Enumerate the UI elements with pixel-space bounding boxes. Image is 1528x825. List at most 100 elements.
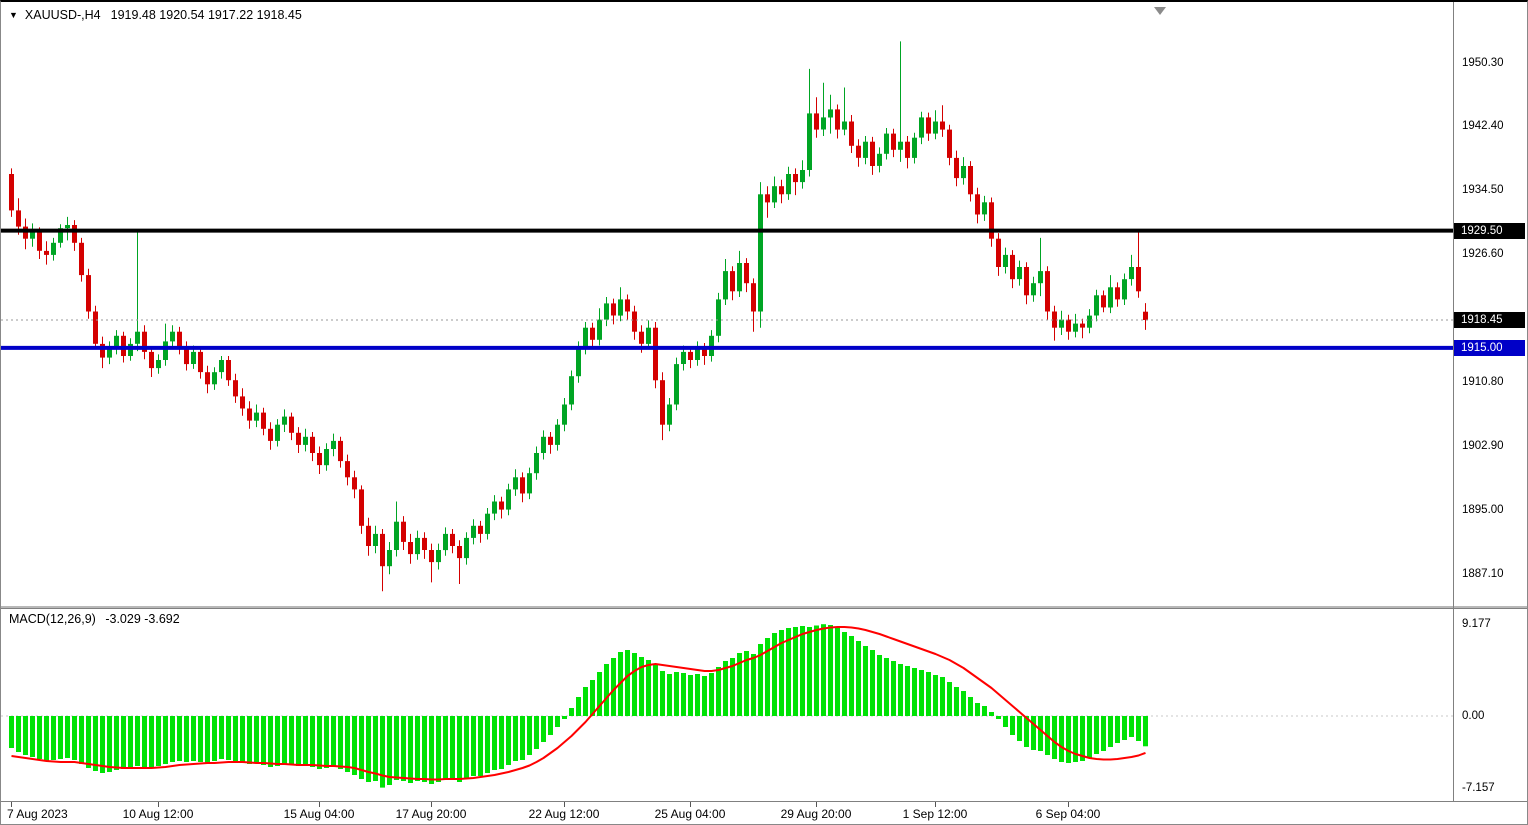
candle-body — [716, 299, 721, 336]
candle-body — [772, 186, 777, 203]
macd-histogram-bar — [716, 667, 721, 716]
macd-histogram-bar — [905, 666, 910, 716]
candle-body — [681, 351, 686, 364]
macd-histogram-bar — [541, 716, 546, 742]
candle-body — [877, 153, 882, 166]
candle-body — [604, 303, 609, 320]
macd-histogram-bar — [177, 716, 182, 761]
macd-histogram-bar — [23, 716, 28, 755]
candle-body — [1073, 323, 1078, 332]
macd-histogram-bar — [492, 716, 497, 770]
macd-histogram-bar — [611, 658, 616, 716]
macd-histogram-bar — [653, 665, 658, 716]
macd-histogram-bar — [996, 716, 1001, 719]
macd-histogram-bar — [968, 697, 973, 716]
macd-histogram-bar — [793, 627, 798, 716]
macd-histogram-bar — [898, 664, 903, 716]
candle-body — [1045, 271, 1050, 312]
macd-histogram-bar — [289, 716, 294, 765]
candle-body — [947, 129, 952, 158]
candle-body — [352, 477, 357, 490]
candle-body — [233, 380, 238, 397]
candle-body — [436, 550, 441, 563]
candle-body — [149, 351, 154, 369]
macd-histogram-bar — [1073, 716, 1078, 762]
candle-body — [534, 453, 539, 474]
macd-histogram-bar — [597, 672, 602, 716]
candle-body — [380, 533, 385, 567]
candle-body — [163, 341, 168, 360]
candle-body — [387, 550, 392, 567]
candle-body — [275, 424, 280, 441]
macd-histogram-bar — [198, 716, 203, 762]
candle-body — [996, 238, 1001, 267]
macd-histogram-bar — [758, 644, 763, 716]
time-axis-label: 25 Aug 04:00 — [654, 807, 726, 821]
one-click-trading-arrow-icon[interactable]: ▼ — [9, 9, 18, 20]
macd-histogram-bar — [51, 716, 56, 760]
candle-body — [184, 347, 189, 365]
macd-histogram-bar — [485, 716, 490, 773]
macd-histogram-bar — [464, 716, 469, 779]
time-axis-label: 15 Aug 04:00 — [283, 807, 355, 821]
candle-body — [1087, 315, 1092, 328]
macd-histogram-bar — [422, 716, 427, 782]
macd-histogram-bar — [380, 716, 385, 788]
macd-histogram-bar — [835, 628, 840, 716]
time-scale[interactable]: 7 Aug 2023 10 Aug 12:00 15 Aug 04:00 17 Aug… — [1, 802, 1453, 824]
ohlc-quote-label: 1919.48 1920.54 1917.22 1918.45 — [110, 8, 302, 22]
candle-body — [898, 141, 903, 150]
candle-body — [541, 436, 546, 453]
macd-histogram-bar — [86, 716, 91, 768]
macd-histogram-bar — [1101, 716, 1106, 751]
macd-histogram-bar — [170, 716, 175, 762]
candle-body — [415, 537, 420, 555]
macd-histogram-bar — [100, 716, 105, 773]
candle-body — [499, 501, 504, 510]
macd-histogram-bar — [919, 670, 924, 716]
macd-histogram-bar — [254, 716, 259, 763]
candle-body — [240, 396, 245, 409]
candle-body — [422, 537, 427, 550]
candle-body — [282, 416, 287, 425]
candle-body — [401, 521, 406, 542]
macd-histogram-bar — [212, 716, 217, 761]
chart-shift-marker-icon[interactable] — [1154, 7, 1166, 15]
macd-histogram-bar — [779, 630, 784, 716]
candle-body — [555, 424, 560, 445]
candle-body — [674, 364, 679, 405]
macd-histogram-bar — [933, 675, 938, 716]
price-axis-label: 1895.00 — [1462, 503, 1504, 516]
macd-histogram-bar — [191, 716, 196, 761]
candle-body — [170, 331, 175, 342]
macd-histogram-bar — [569, 708, 574, 716]
macd-histogram-bar — [394, 716, 399, 780]
macd-histogram-bar — [520, 716, 525, 760]
price-axis-label: 1942.40 — [1462, 120, 1504, 133]
candle-body — [905, 141, 910, 158]
candle-body — [1010, 254, 1015, 280]
macd-histogram-bar — [954, 687, 959, 716]
macd-indicator-name: MACD(12,26,9) — [9, 612, 96, 626]
candle-body — [443, 533, 448, 551]
pane-separator[interactable] — [1, 606, 1528, 609]
candle-body — [478, 525, 483, 534]
candle-body — [639, 331, 644, 344]
candle-body — [1003, 254, 1008, 267]
candle-body — [849, 121, 854, 146]
candle-body — [373, 533, 378, 546]
macd-axis-label: -7.157 — [1462, 781, 1495, 794]
candle-body — [1129, 267, 1134, 280]
macd-histogram-bar — [310, 716, 315, 767]
macd-histogram-bar — [30, 716, 35, 757]
macd-histogram-bar — [674, 672, 679, 716]
candle-body — [632, 311, 637, 332]
price-scale[interactable]: 1950.30 1942.40 1934.50 1926.60 1910.80 1902.… — [1454, 2, 1527, 802]
macd-histogram-bar — [408, 716, 413, 783]
candle-body — [1024, 267, 1029, 296]
macd-histogram-bar — [16, 716, 21, 752]
candle-body — [828, 109, 833, 118]
macd-histogram-bar — [93, 716, 98, 771]
